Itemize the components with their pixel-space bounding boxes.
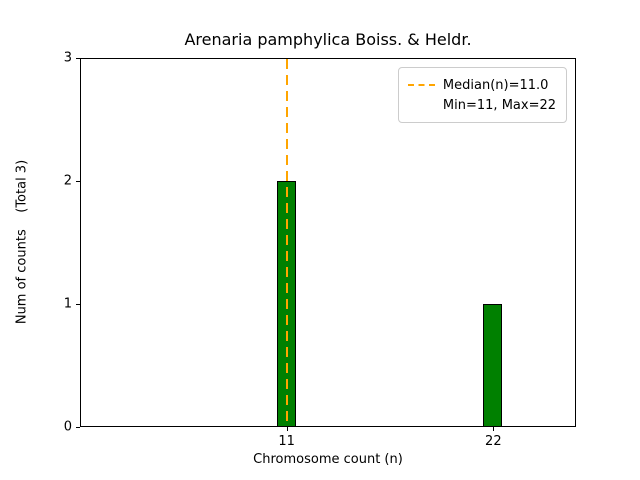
x-axis-label: Chromosome count (n)	[253, 452, 403, 467]
x-tick-mark-11	[286, 427, 288, 431]
median-line	[285, 59, 288, 426]
y-tick-mark-2	[76, 180, 80, 182]
legend-empty-swatch	[408, 104, 435, 106]
chart-title: Arenaria pamphylica Boiss. & Heldr.	[184, 30, 472, 49]
y-tick-label-1: 1	[63, 296, 72, 312]
legend-entry-median: Median(n)=11.0	[407, 75, 556, 95]
x-tick-label-22: 22	[485, 434, 502, 449]
bar-x22	[483, 303, 502, 426]
legend-label-minmax: Min=11, Max=22	[442, 97, 556, 113]
y-tick-label-0: 0	[63, 419, 72, 435]
plot-area: Median(n)=11.0 Min=11, Max=22	[80, 58, 576, 427]
y-tick-label-2: 2	[63, 173, 72, 189]
x-tick-mark-22	[493, 427, 495, 431]
legend-label-median: Median(n)=11.0	[442, 77, 549, 93]
y-tick-mark-0	[76, 426, 80, 428]
median-dashed-line-swatch	[407, 84, 435, 86]
x-tick-label-11: 11	[278, 434, 295, 449]
y-tick-label-3: 3	[63, 50, 72, 66]
legend-entry-minmax: Min=11, Max=22	[408, 95, 556, 115]
legend: Median(n)=11.0 Min=11, Max=22	[397, 67, 567, 123]
y-tick-mark-3	[76, 57, 80, 59]
y-tick-mark-1	[76, 303, 80, 305]
